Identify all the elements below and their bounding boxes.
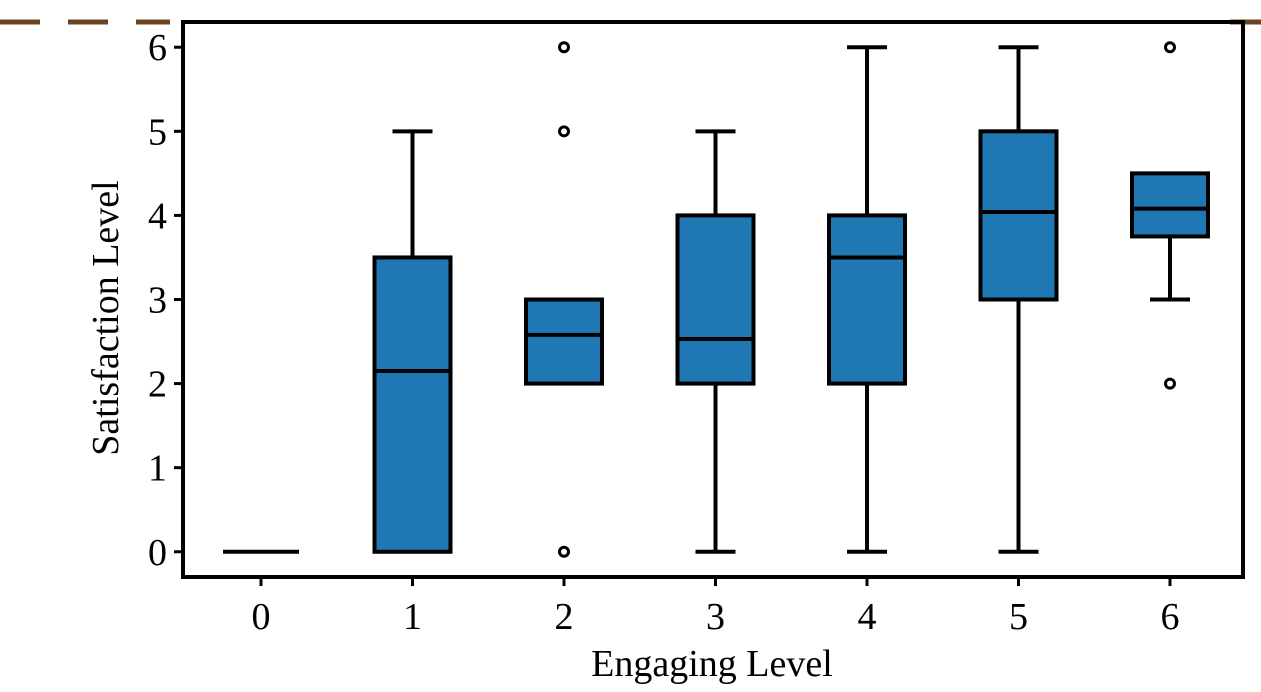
x-tick-label: 0 (252, 596, 271, 638)
y-axis-title: Satisfaction Level (85, 180, 127, 455)
outlier-point (1164, 41, 1176, 54)
iqr-box (675, 213, 756, 386)
y-tick-label: 6 (148, 27, 167, 69)
outlier-point (558, 41, 570, 54)
y-tick-label: 1 (148, 448, 167, 490)
plot-area: 0 1 2 3 4 5 6 0 1 2 3 4 5 6 (148, 20, 1245, 638)
y-tick-label: 5 (148, 111, 167, 153)
x-tick-label: 2 (555, 596, 574, 638)
y-tick-label: 3 (148, 280, 167, 322)
iqr-box (524, 297, 604, 386)
iqr-box (372, 255, 453, 554)
y-tick-label: 2 (148, 364, 167, 406)
x-tick-label: 5 (1009, 596, 1028, 638)
x-axis-title: Engaging Level (591, 643, 833, 685)
iqr-box (1130, 171, 1210, 239)
x-tick-label: 3 (706, 596, 725, 638)
iqr-box (827, 213, 907, 386)
y-tick-label: 0 (148, 532, 167, 574)
x-tick-label: 1 (403, 596, 422, 638)
y-tick-label: 4 (148, 195, 167, 237)
outlier-point (558, 125, 570, 138)
outlier-point (558, 545, 570, 558)
outlier-point (1164, 377, 1176, 390)
x-tick-label: 4 (858, 596, 877, 638)
iqr-box (978, 129, 1059, 302)
x-tick-label: 6 (1161, 596, 1180, 638)
